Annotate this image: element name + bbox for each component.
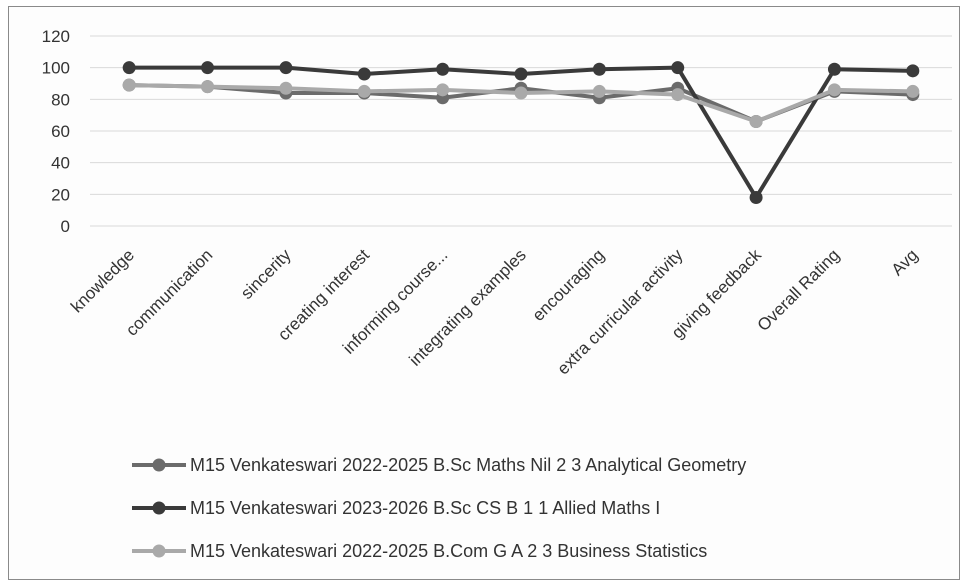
data-point xyxy=(514,67,528,81)
x-category-label: Avg xyxy=(888,245,922,279)
data-point xyxy=(749,115,763,128)
legend-label: M15 Venkateswari 2022-2025 B.Com G A 2 3… xyxy=(190,541,707,561)
data-point xyxy=(201,80,215,94)
data-series xyxy=(122,61,920,204)
data-point xyxy=(201,61,215,75)
data-point xyxy=(122,61,136,75)
y-tick-label: 120 xyxy=(42,27,70,46)
y-tick-label: 40 xyxy=(51,154,70,173)
data-point xyxy=(906,64,920,78)
y-axis-ticks: 0 20 40 60 80 100 120 xyxy=(42,27,70,236)
data-point xyxy=(436,83,450,97)
data-point xyxy=(749,191,763,204)
data-point xyxy=(514,86,528,100)
x-category-label: encouraging xyxy=(529,245,609,325)
legend-item: M15 Venkateswari 2023-2026 B.Sc CS B 1 1… xyxy=(132,498,660,518)
data-point xyxy=(827,62,841,76)
x-category-label: sincerity xyxy=(237,245,295,303)
y-tick-label: 100 xyxy=(42,59,70,78)
y-tick-label: 60 xyxy=(51,122,70,141)
data-point xyxy=(279,81,293,95)
legend-label: M15 Venkateswari 2022-2025 B.Sc Maths Ni… xyxy=(190,455,746,475)
data-point xyxy=(357,67,371,81)
legend-label: M15 Venkateswari 2023-2026 B.Sc CS B 1 1… xyxy=(190,498,660,518)
legend-item: M15 Venkateswari 2022-2025 B.Sc Maths Ni… xyxy=(132,455,746,475)
data-point xyxy=(279,61,293,75)
data-point xyxy=(592,84,606,98)
data-point xyxy=(357,84,371,98)
data-point xyxy=(122,78,136,92)
data-point xyxy=(436,62,450,76)
y-tick-label: 0 xyxy=(61,217,70,236)
series-3 xyxy=(122,78,920,128)
legend-marker xyxy=(152,458,166,472)
data-point xyxy=(671,61,685,75)
data-point xyxy=(671,88,685,102)
legend-item: M15 Venkateswari 2022-2025 B.Com G A 2 3… xyxy=(132,541,707,561)
x-category-label: knowledge xyxy=(67,245,138,316)
gridlines xyxy=(90,35,952,227)
legend: M15 Venkateswari 2022-2025 B.Sc Maths Ni… xyxy=(132,455,746,561)
data-point xyxy=(827,83,841,97)
x-category-label: extra curricular activity xyxy=(554,245,687,378)
legend-marker xyxy=(152,544,166,558)
y-tick-label: 20 xyxy=(51,185,70,204)
legend-marker xyxy=(152,501,166,515)
y-tick-label: 80 xyxy=(51,90,70,109)
data-point xyxy=(906,84,920,98)
x-category-label: Overall Rating xyxy=(754,245,844,335)
data-point xyxy=(592,62,606,76)
series-2 xyxy=(122,61,920,204)
